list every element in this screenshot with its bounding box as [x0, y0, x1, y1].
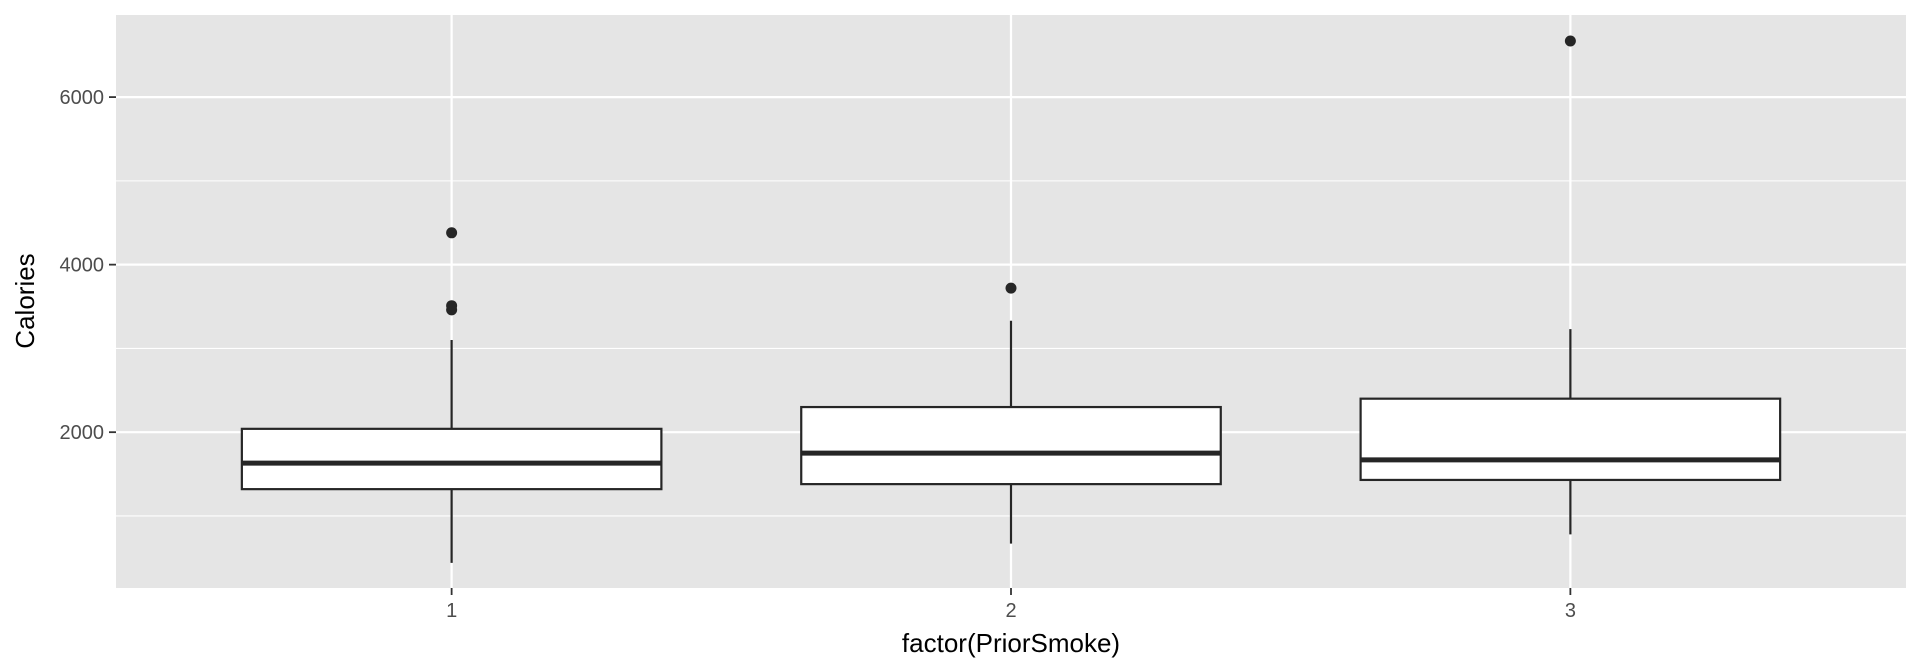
- x-tick-label: 2: [1005, 600, 1016, 622]
- x-axis: 1 2 3: [446, 588, 1576, 622]
- box-iqr: [1359, 397, 1782, 482]
- outlier-point: [446, 227, 458, 239]
- y-tick-label: 2000: [60, 422, 105, 444]
- y-axis: 2000 4000 6000: [60, 87, 116, 444]
- outlier-point: [1005, 282, 1017, 294]
- y-tick-label: 4000: [60, 255, 105, 277]
- box-group-2: [800, 282, 1222, 544]
- box-iqr: [800, 405, 1222, 486]
- outlier-point: [1564, 35, 1576, 47]
- outlier-point: [446, 300, 458, 312]
- x-tick-label: 1: [446, 600, 457, 622]
- y-axis-title: Calories: [10, 253, 40, 348]
- boxes: [240, 35, 1782, 563]
- y-tick-label: 6000: [60, 87, 105, 109]
- box-iqr: [240, 427, 663, 491]
- box-group-1: [240, 227, 663, 563]
- box-group-3: [1359, 35, 1782, 535]
- x-tick-label: 3: [1565, 600, 1576, 622]
- x-axis-title: factor(PriorSmoke): [902, 628, 1120, 658]
